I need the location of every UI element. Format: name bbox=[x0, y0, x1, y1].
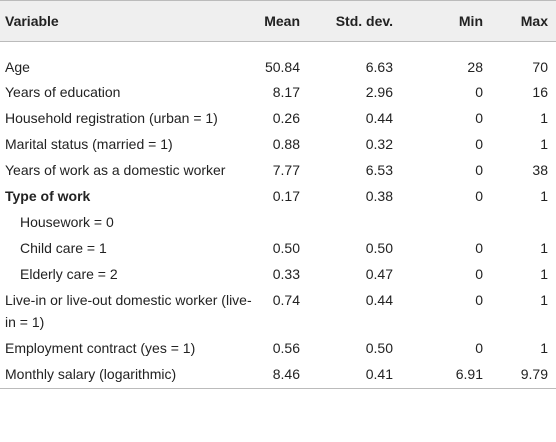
table-row: Employment contract (yes = 1) 0.56 0.50 0 1 bbox=[0, 336, 556, 362]
table-cell: Years of education bbox=[5, 84, 121, 100]
table-cell: 1 bbox=[540, 110, 548, 126]
table-cell: 0 bbox=[475, 188, 483, 204]
table-row: Live-in or live-out domestic worker (liv… bbox=[0, 288, 556, 336]
table-cell: Years of work as a domestic worker bbox=[5, 162, 226, 178]
column-header: Variable bbox=[0, 0, 255, 42]
table-cell: 0.44 bbox=[365, 110, 393, 126]
table-cell: 0.38 bbox=[365, 188, 393, 204]
table-row: Type of work 0.17 0.38 0 1 bbox=[0, 184, 556, 210]
table-cell: 70 bbox=[532, 59, 548, 75]
summary-table: Variable Mean Std. dev. Min Max Age 50.84 6.63… bbox=[0, 0, 556, 389]
table-cell: Housework = 0 bbox=[20, 214, 114, 230]
table-cell: 0 bbox=[475, 266, 483, 282]
table-cell: 1 bbox=[540, 136, 548, 152]
table-cell: 0.47 bbox=[365, 266, 393, 282]
table-cell: 0.56 bbox=[272, 340, 300, 356]
table-cell: 1 bbox=[540, 188, 548, 204]
header-row: Variable Mean Std. dev. Min Max bbox=[0, 0, 556, 42]
table-cell: 0.44 bbox=[365, 292, 393, 308]
table-cell: 1 bbox=[540, 292, 548, 308]
table-cell: 0.26 bbox=[272, 110, 300, 126]
table-cell: Age bbox=[5, 59, 30, 75]
table-cell: 0 bbox=[475, 240, 483, 256]
table-cell: 0.41 bbox=[302, 362, 395, 389]
table-cell: Elderly care = 2 bbox=[20, 266, 118, 282]
column-header: Max bbox=[485, 0, 556, 42]
table-row: Marital status (married = 1) 0.88 0.32 0 1 bbox=[0, 132, 556, 158]
table-cell: Monthly salary (logarithmic) bbox=[0, 362, 255, 389]
table-cell: 0 bbox=[475, 84, 483, 100]
table-cell: Employment contract (yes = 1) bbox=[5, 340, 196, 356]
table-cell: 1 bbox=[540, 266, 548, 282]
column-header: Std. dev. bbox=[302, 0, 395, 42]
table-row: Years of work as a domestic worker 7.77 6.… bbox=[0, 158, 556, 184]
table-row: Housework = 0 bbox=[0, 210, 556, 236]
table-cell: 8.17 bbox=[272, 84, 300, 100]
table-cell: Type of work bbox=[5, 188, 91, 204]
table-cell: 0 bbox=[475, 162, 483, 178]
table-cell: Live-in or live-out domestic worker (liv… bbox=[5, 292, 252, 330]
table-cell: 7.77 bbox=[272, 162, 300, 178]
table-cell: 16 bbox=[532, 84, 548, 100]
table-cell: 6.91 bbox=[395, 362, 485, 389]
table-cell: 0.33 bbox=[272, 266, 300, 282]
table-cell: 6.53 bbox=[365, 162, 393, 178]
table-row: Household registration (urban = 1) 0.26 0.… bbox=[0, 106, 556, 132]
table-cell: 0.32 bbox=[365, 136, 393, 152]
table-cell: 6.63 bbox=[365, 59, 393, 75]
table-cell: 1 bbox=[540, 240, 548, 256]
table-cell: 8.46 bbox=[255, 362, 302, 389]
table-cell: Marital status (married = 1) bbox=[5, 136, 173, 152]
column-header: Min bbox=[395, 0, 485, 42]
table-cell: Child care = 1 bbox=[20, 240, 107, 256]
table-cell: 0.50 bbox=[272, 240, 300, 256]
table-cell: 50.84 bbox=[264, 59, 300, 75]
table-row: Age 50.84 6.63 28 70 bbox=[0, 42, 556, 81]
table-cell bbox=[255, 210, 302, 236]
column-header: Mean bbox=[255, 0, 302, 42]
table-cell bbox=[395, 210, 485, 236]
table-cell: 0.50 bbox=[365, 240, 393, 256]
table-cell: 0 bbox=[475, 136, 483, 152]
table-cell: 0.88 bbox=[272, 136, 300, 152]
table-cell: 0 bbox=[475, 110, 483, 126]
table-row: Elderly care = 2 0.33 0.47 0 1 bbox=[0, 262, 556, 288]
table-cell: 0.17 bbox=[272, 188, 300, 204]
table-cell: 28 bbox=[467, 59, 483, 75]
table-cell: 0.50 bbox=[365, 340, 393, 356]
table-cell: 1 bbox=[540, 340, 548, 356]
table-row: Child care = 1 0.50 0.50 0 1 bbox=[0, 236, 556, 262]
table-row: Years of education 8.17 2.96 0 16 bbox=[0, 80, 556, 106]
table-cell: 9.79 bbox=[485, 362, 556, 389]
table-cell: Household registration (urban = 1) bbox=[5, 110, 218, 126]
table-cell: 38 bbox=[532, 162, 548, 178]
table-row: Monthly salary (logarithmic) 8.46 0.41 6.91… bbox=[0, 362, 556, 389]
table-cell: 0.74 bbox=[272, 292, 300, 308]
table-cell: 0 bbox=[475, 340, 483, 356]
table-cell: 2.96 bbox=[365, 84, 393, 100]
table-cell bbox=[302, 210, 395, 236]
table-cell bbox=[485, 210, 556, 236]
table-cell: 0 bbox=[475, 292, 483, 308]
